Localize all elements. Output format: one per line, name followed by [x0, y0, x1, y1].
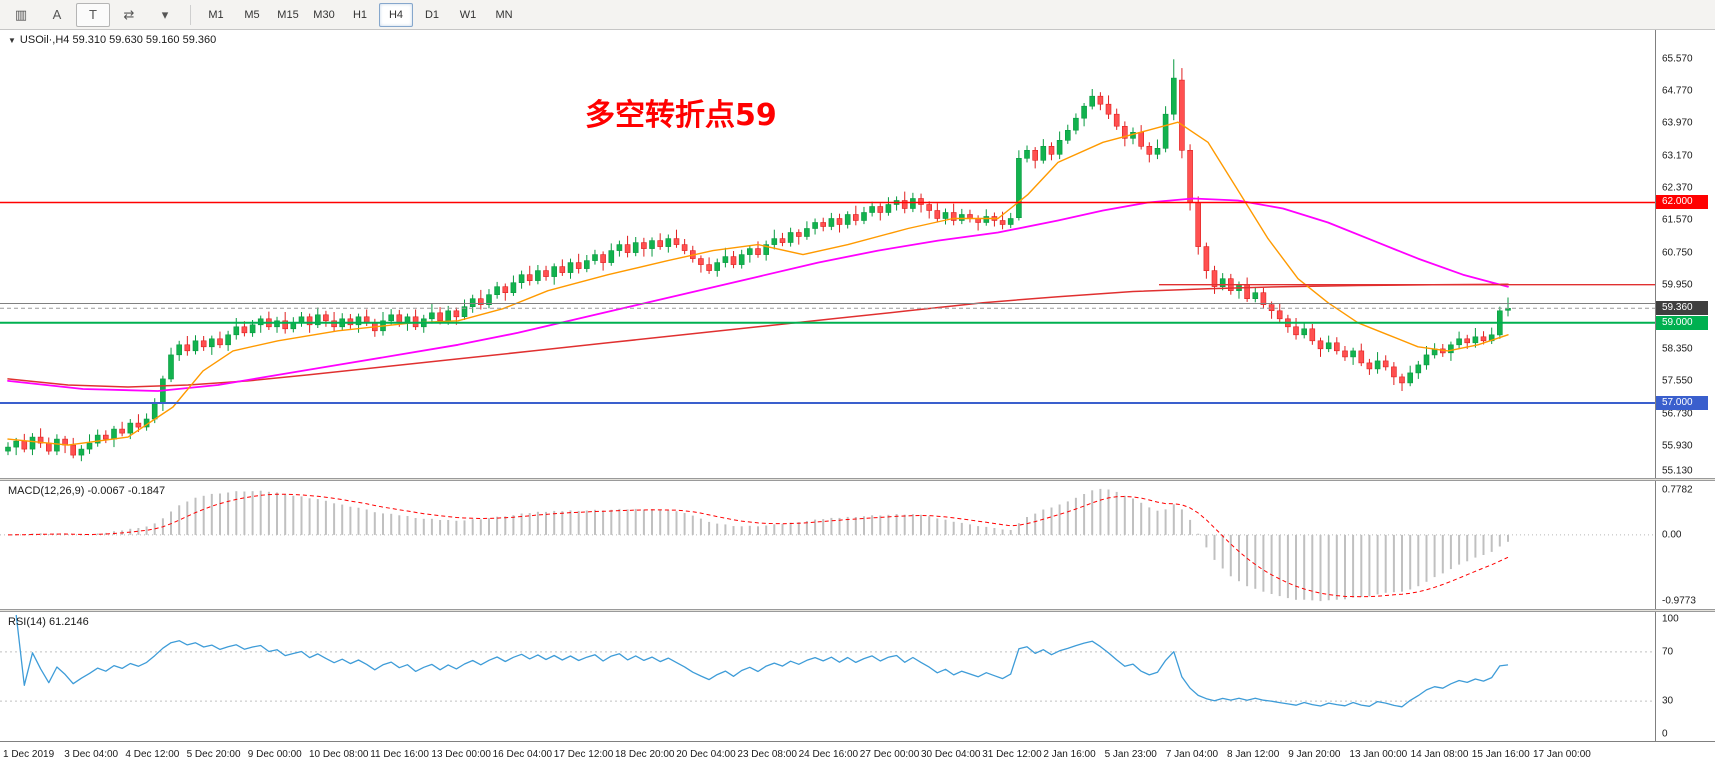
time-axis-label: 3 Dec 04:00: [64, 749, 119, 760]
macd-signal-line: [7, 493, 1509, 598]
timeframe-d1[interactable]: D1: [424, 8, 440, 21]
price-axis-label: 65.570: [1662, 53, 1693, 65]
current-price-badge: 59.360: [1656, 301, 1708, 316]
time-axis-label: 9 Dec 00:00: [247, 749, 302, 760]
horizontal-lines: [0, 201, 1655, 404]
price-chart-canvas[interactable]: [0, 30, 1655, 478]
rsi-axis-label: 70: [1662, 646, 1674, 658]
timeframe-m1[interactable]: M1: [208, 8, 224, 21]
dropdown-arrow-icon[interactable]: ▾: [161, 6, 169, 22]
price-axis-label: 55.930: [1662, 440, 1693, 452]
annotations-icon[interactable]: A: [52, 7, 62, 22]
price-axis-label: 58.350: [1662, 343, 1693, 355]
rsi-axis-label: 0: [1662, 728, 1668, 740]
rsi-panel: RSI(14) 61.2146 100 70 30 0: [0, 612, 1715, 741]
price-badge: 57.000: [1656, 395, 1708, 410]
price-badge: 59.000: [1656, 315, 1708, 330]
macd-axis[interactable]: 0.7782 0.00 -0.9773: [1655, 481, 1715, 609]
macd-axis-label: -0.9773: [1662, 595, 1696, 607]
time-axis-label: 31 Dec 12:00: [982, 749, 1042, 760]
panel-separator[interactable]: [0, 478, 1715, 481]
time-axis-label: 4 Dec 12:00: [125, 749, 180, 760]
timeframe-m5[interactable]: M5: [244, 8, 260, 21]
panel-separator[interactable]: [0, 609, 1715, 612]
text-tool-icon[interactable]: T: [76, 2, 110, 27]
price-axis-label: 64.770: [1662, 85, 1693, 97]
rsi-axis-label: 30: [1662, 695, 1674, 707]
time-axis-label: 23 Dec 08:00: [737, 749, 797, 760]
timeframe-w1[interactable]: W1: [459, 8, 477, 21]
rsi-line: [15, 614, 1509, 708]
toolbar: ▥ A T ⇄ ▾ M1 M5 M15 M30 H1 H4 D1 W1 MN: [0, 0, 1715, 30]
time-axis-label: 7 Jan 04:00: [1165, 749, 1219, 760]
price-badge: 62.000: [1656, 195, 1708, 210]
time-axis-label: 18 Dec 20:00: [615, 749, 675, 760]
price-axis-label: 56.730: [1662, 408, 1693, 420]
time-axis-label: 16 Dec 04:00: [492, 749, 553, 760]
price-axis-label: 55.130: [1662, 465, 1693, 477]
timeframe-h1[interactable]: H1: [352, 8, 368, 21]
time-axis-label: 27 Dec 00:00: [859, 749, 920, 760]
time-axis-label: 17 Dec 12:00: [553, 749, 614, 760]
rsi-canvas[interactable]: [0, 612, 1655, 741]
time-axis-label: 17 Jan 00:00: [1533, 749, 1591, 760]
rsi-axis[interactable]: 100 70 30 0: [1655, 612, 1715, 741]
time-axis-label: 30 Dec 04:00: [921, 749, 981, 760]
time-axis-label: 8 Jan 12:00: [1227, 749, 1280, 760]
rsi-label: RSI(14) 61.2146: [8, 616, 89, 628]
time-axis-label: 1 Dec 2019: [3, 749, 55, 760]
rsi-axis-label: 100: [1662, 613, 1679, 625]
panel-separator[interactable]: [0, 741, 1715, 742]
macd-canvas[interactable]: [0, 481, 1655, 609]
fast-ma[interactable]: [7, 121, 1509, 446]
moving-averages: [7, 121, 1509, 446]
price-axis-label: 57.550: [1662, 375, 1693, 387]
timeframe-m15[interactable]: M15: [277, 8, 299, 21]
price-axis-label: 60.750: [1662, 247, 1693, 259]
macd-axis-label: 0.00: [1662, 529, 1682, 541]
time-axis-label: 9 Jan 20:00: [1288, 749, 1341, 760]
time-axis[interactable]: 1 Dec 2019 3 Dec 04:00 4 Dec 12:00 5 Dec 20…: [0, 742, 1715, 773]
slow-ma[interactable]: [7, 283, 1509, 388]
price-axis-label: 63.970: [1662, 117, 1693, 129]
time-axis-label: 24 Dec 16:00: [798, 749, 859, 760]
timeframe-h4[interactable]: H4: [379, 2, 413, 27]
price-axis-label: 61.570: [1662, 214, 1693, 226]
macd-panel: MACD(12,26,9) -0.0067 -0.1847 0.7782 0.00…: [0, 481, 1715, 609]
symbol-quote-text: USOil·,H4 59.310 59.630 59.160 59.360: [19, 34, 217, 46]
timeframe-m30[interactable]: M30: [313, 8, 335, 21]
price-axis-label: 62.370: [1662, 182, 1693, 194]
timeframe-mn[interactable]: MN: [495, 8, 513, 21]
time-axis-label: 10 Dec 08:00: [309, 749, 369, 760]
price-axis-label: 63.170: [1662, 150, 1693, 162]
price-axis-label: 59.950: [1662, 279, 1693, 291]
macd-axis-label: 0.7782: [1662, 484, 1693, 496]
price-axis[interactable]: 65.570 64.770 63.970 63.170 62.370 61.570 60.7…: [1655, 30, 1715, 478]
chart-window-icon[interactable]: ▥: [14, 6, 28, 22]
time-axis-label: 5 Dec 20:00: [186, 749, 241, 760]
symbol-dropdown-icon: ▼: [8, 35, 16, 45]
timeframe-cycle-icon[interactable]: ⇄: [123, 6, 135, 22]
macd-label: MACD(12,26,9) -0.0067 -0.1847: [8, 485, 166, 497]
toolbar-separator: [190, 4, 191, 25]
time-axis-label: 20 Dec 04:00: [676, 749, 736, 760]
time-axis-label: 11 Dec 16:00: [370, 749, 429, 760]
time-axis-label: 15 Jan 16:00: [1471, 749, 1530, 760]
symbol-line: ▼ USOil·,H4 59.310 59.630 59.160 59.360: [8, 34, 216, 46]
main-chart-panel: ▼ USOil·,H4 59.310 59.630 59.160 59.360 …: [0, 30, 1715, 478]
macd-histogram: [15, 488, 1509, 602]
time-axis-label: 13 Jan 00:00: [1349, 749, 1408, 760]
time-axis-label: 14 Jan 08:00: [1410, 749, 1469, 760]
time-axis-label: 13 Dec 00:00: [431, 749, 491, 760]
chart-annotation-text[interactable]: 多空转折点59: [585, 98, 777, 133]
medium-ma[interactable]: [7, 197, 1509, 392]
time-axis-label: 2 Jan 16:00: [1043, 749, 1096, 760]
time-axis-label: 5 Jan 23:00: [1104, 749, 1157, 760]
